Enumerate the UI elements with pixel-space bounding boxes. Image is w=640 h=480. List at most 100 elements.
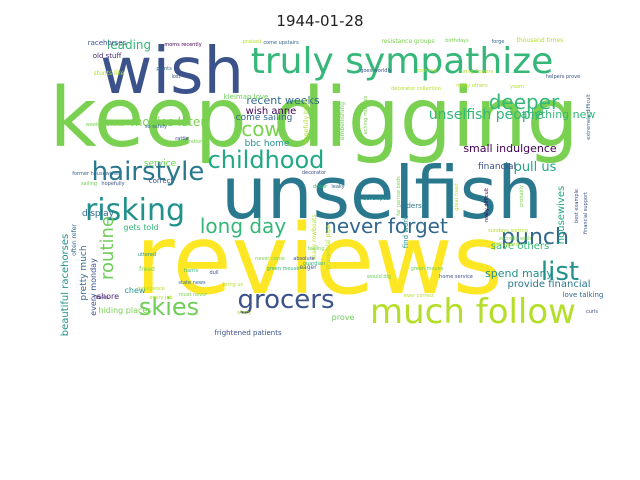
word-decorator-collection: decorator collection	[391, 86, 441, 92]
word-pull-us: pull us	[514, 160, 557, 175]
word-racehorses: racehorses	[88, 39, 127, 47]
word-extremely-difficult: extremely difficult	[586, 94, 592, 140]
word-every-job: every job	[149, 295, 172, 301]
word-sundays-sorting: sundays sorting	[488, 228, 528, 234]
word-eager: eager	[299, 264, 317, 271]
word-recent-weeks: recent weeks	[246, 94, 320, 107]
word-probably: probably	[519, 185, 525, 207]
word-indulgence: indulgence	[137, 286, 165, 292]
word-pretty-much: pretty much	[79, 245, 89, 300]
word-absolute: absolute	[293, 256, 315, 262]
word-truly-sympathize: truly sympathize	[251, 41, 554, 82]
word-punch: punch	[501, 225, 569, 250]
word-far-narrow-beds: far narrow beds	[396, 176, 402, 216]
word-reviews: reviews	[135, 204, 503, 316]
word-really-difficult: really difficult	[484, 188, 490, 222]
word-spend-many: spend many	[485, 267, 553, 280]
word-curls: curls	[586, 309, 598, 315]
word-bbc-home: bbc home	[245, 139, 290, 149]
word-copying: copying	[417, 68, 437, 74]
word-many-others: many others	[456, 83, 488, 89]
word-routine: routine	[97, 216, 118, 280]
word-skies: skies	[139, 293, 199, 321]
word-aching-muscles: aching muscles	[363, 95, 369, 134]
word-beautiful-racehorses: beautiful racehorses	[60, 234, 71, 337]
word-unselfish-people: unselfish people	[429, 107, 543, 123]
word-bring-us: bring us	[223, 282, 244, 288]
word-anything-new: anything new	[521, 108, 596, 121]
word-childhood: childhood	[208, 146, 325, 174]
word-old-stuff: old stuff	[93, 52, 122, 60]
word-ration: ration	[189, 139, 204, 145]
word-come-sailing: come sailing	[236, 113, 293, 123]
word-harris: harris	[184, 268, 199, 274]
word-feeling: feeling	[307, 246, 324, 252]
word-forge: forge	[491, 39, 504, 45]
word-freed: freed	[139, 266, 155, 273]
word-leaky-rowboats: leaky rowboats	[311, 214, 318, 259]
word-uttered: uttered	[138, 252, 156, 258]
word-find-work: find work	[402, 215, 410, 248]
word-guardian: guardian	[303, 261, 325, 267]
word-love-talking: love talking	[563, 291, 604, 299]
word-provide-financial: provide financial	[507, 279, 590, 290]
word-helpers-prove: helpers prove	[546, 74, 580, 80]
word-grocers: grocers	[237, 285, 334, 315]
chart-title: 1944-01-28	[276, 12, 364, 30]
word-ever-correct: ever correct	[404, 293, 434, 299]
word-goes-worldly: goes worldly	[360, 68, 392, 74]
word-hairstyle: hairstyle	[92, 157, 205, 187]
word-long-day: long day	[200, 214, 286, 238]
word-stunts-like: stunts like	[94, 70, 125, 77]
word-lost: lost	[171, 74, 180, 80]
word-plants: plants	[156, 66, 172, 72]
word-deeper: deeper	[489, 90, 560, 114]
word-list: list	[541, 257, 579, 287]
word-small-indulgence: small indulgence	[463, 142, 557, 155]
word-weekly-lunches: weekly lunches	[86, 122, 125, 128]
word-chew: chew	[125, 286, 146, 295]
word-shore: shore	[97, 292, 119, 301]
word-every-monday: every monday	[89, 258, 98, 316]
word-never-come: never come	[255, 256, 285, 262]
word-elders: elders	[400, 202, 422, 210]
word-keep-digging: keep digging	[49, 71, 578, 166]
word-financial: financial	[478, 162, 516, 172]
word-wish: wish	[100, 35, 244, 109]
word-embellishing: embellishing	[339, 102, 346, 140]
word-thousand-times: thousand times	[517, 37, 564, 44]
word-wish-anne: wish anne	[246, 106, 297, 117]
word-birthdays: birthdays	[445, 38, 469, 44]
word-decorator: decorator	[302, 170, 327, 176]
word-green-mouse: green mouse	[267, 266, 300, 272]
word-correct: correct	[149, 177, 174, 185]
word-service: service	[144, 159, 177, 169]
word-so-safely: so safely	[145, 124, 167, 130]
word-must-never: must never	[179, 292, 208, 298]
word-never-forget: never forget	[324, 214, 448, 238]
word-tables: tables	[93, 295, 109, 301]
word-financial-support: financial support	[583, 192, 589, 234]
word-gets-told: gets told	[123, 223, 158, 232]
word-state-news: state news	[178, 280, 206, 286]
word-rattle: rattle	[175, 136, 189, 142]
word-best-example: best example	[574, 189, 580, 223]
word-green-mouse: green mouse	[411, 266, 444, 272]
word-praised: praised	[243, 39, 262, 45]
word-great-toast: great toast	[454, 183, 460, 210]
word-display: display	[82, 209, 115, 219]
word-proverbial-pipe: proverbial pipe	[325, 224, 332, 270]
word-come-upstairs: come upstairs	[263, 40, 299, 46]
word-prove: prove	[332, 313, 355, 322]
word-much-follow: much follow	[370, 292, 576, 332]
word-frightened-patients: frightened patients	[214, 329, 282, 337]
word-would-dig: would dig	[367, 274, 391, 280]
word-moms-recently: moms recently	[164, 42, 201, 48]
word-unselfish: unselfish	[221, 151, 543, 235]
word-often-refer: often refer	[71, 224, 78, 256]
word-hopefully: hopefully	[101, 181, 124, 187]
word-bring-flowers: bring flowers	[461, 69, 494, 75]
word-leaky: leaky	[331, 184, 344, 190]
word-kleiman-love: kleiman love	[224, 93, 269, 101]
